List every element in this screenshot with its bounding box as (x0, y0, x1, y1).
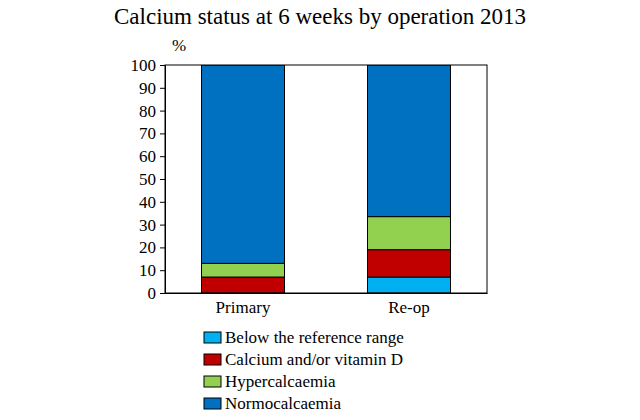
x-tick-label: Re-op (388, 298, 430, 317)
y-tick-mark (160, 133, 165, 134)
y-tick-label: 0 (148, 284, 157, 303)
y-tick: 80 (139, 102, 165, 121)
bar-segment (367, 217, 450, 250)
bars (202, 65, 451, 293)
y-tick-mark (160, 88, 165, 89)
y-tick-label: 50 (139, 170, 156, 189)
legend-label: Normocalcaemia (225, 394, 342, 413)
y-tick: 20 (139, 238, 165, 257)
bar-segment (367, 65, 450, 217)
bar-segment (367, 250, 450, 277)
y-tick-mark (160, 270, 165, 271)
x-tick: Re-op (388, 293, 430, 317)
legend-swatch (204, 398, 221, 409)
y-tick-mark (160, 111, 165, 112)
y-tick-label: 70 (139, 124, 156, 143)
legend: Below the reference range Calcium and/or … (204, 328, 404, 413)
bar-segment (367, 277, 450, 293)
y-tick-label: 40 (139, 193, 156, 212)
bar-segment (202, 277, 285, 293)
y-axis-title: % (172, 36, 186, 55)
x-tick-label: Primary (216, 298, 271, 317)
y-tick: 50 (139, 170, 165, 189)
y-tick-label: 20 (139, 238, 156, 257)
y-tick: 40 (139, 193, 165, 212)
legend-swatch (204, 332, 221, 343)
y-tick-mark (160, 247, 165, 248)
y-tick-mark (160, 293, 165, 294)
y-tick-mark (160, 202, 165, 203)
y-tick-label: 30 (139, 216, 156, 235)
bar-segment (202, 263, 285, 277)
title: Calcium status at 6 weeks by operation 2… (114, 4, 526, 29)
y-tick: 30 (139, 216, 165, 235)
y-tick-label: 100 (131, 56, 157, 75)
y-tick-label: 60 (139, 147, 156, 166)
y-tick-mark (160, 156, 165, 157)
x-axis-line (166, 293, 488, 294)
y-tick-mark (160, 65, 165, 66)
y-tick-label: 90 (139, 79, 156, 98)
plot-frame (165, 65, 487, 293)
y-tick: 70 (139, 124, 165, 143)
legend-label: Calcium and/or vitamin D (225, 350, 403, 369)
x-axis: Primary Re-op (166, 293, 488, 317)
y-tick-mark (160, 179, 165, 180)
legend-label: Hypercalcaemia (225, 372, 336, 391)
y-tick: 100 (131, 56, 166, 75)
y-tick-label: 10 (139, 261, 156, 280)
x-tick: Primary (216, 293, 271, 317)
y-tick: 10 (139, 261, 165, 280)
y-tick: 90 (139, 79, 165, 98)
chart: Calcium status at 6 weeks by operation 2… (0, 0, 640, 420)
y-tick-label: 80 (139, 102, 156, 121)
y-axis: 0 10 20 30 40 50 60 70 80 90 100 (131, 56, 166, 303)
legend-label: Below the reference range (225, 328, 404, 347)
legend-swatch (204, 354, 221, 365)
legend-swatch (204, 376, 221, 387)
y-tick: 0 (148, 284, 166, 303)
bar-segment (202, 65, 285, 263)
y-tick: 60 (139, 147, 165, 166)
y-tick-mark (160, 225, 165, 226)
y-axis-line (160, 66, 166, 294)
